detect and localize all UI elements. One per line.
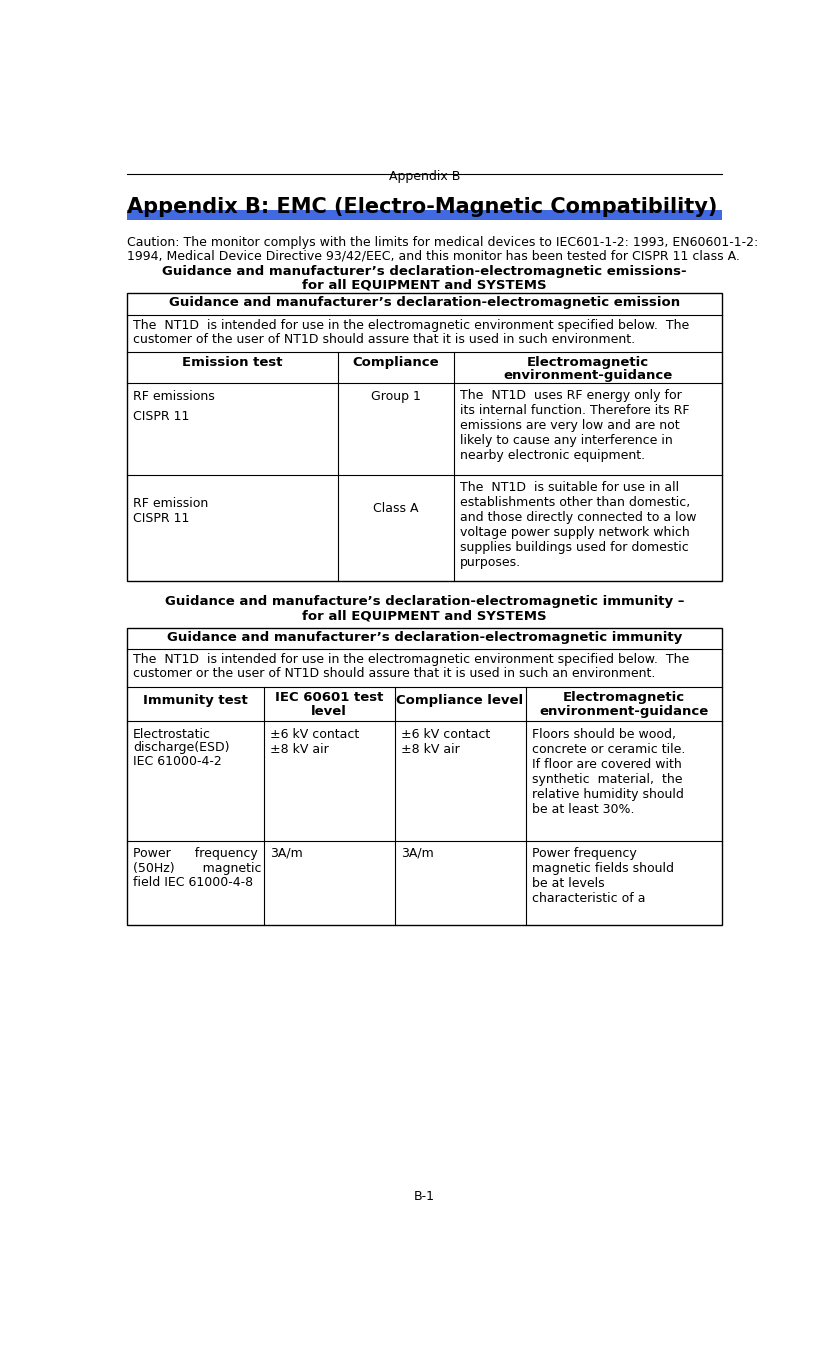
Text: Power frequency
magnetic fields should
be at levels
characteristic of a: Power frequency magnetic fields should b… (531, 847, 673, 905)
Text: Appendix B: EMC (Electro-Magnetic Compatibility): Appendix B: EMC (Electro-Magnetic Compat… (127, 198, 716, 216)
Text: ±8 kV air: ±8 kV air (400, 743, 459, 756)
Text: level: level (311, 705, 347, 718)
Text: The  NT1D  is intended for use in the electromagnetic environment specified belo: The NT1D is intended for use in the elec… (133, 319, 688, 331)
Text: Floors should be wood,
concrete or ceramic tile.
If floor are covered with
synth: Floors should be wood, concrete or ceram… (531, 728, 684, 816)
Text: Group 1: Group 1 (370, 390, 420, 403)
Text: RF emission
CISPR 11: RF emission CISPR 11 (133, 497, 208, 525)
Bar (127, 210, 721, 221)
Text: The  NT1D  uses RF energy only for
its internal function. Therefore its RF
emiss: The NT1D uses RF energy only for its int… (460, 388, 689, 461)
Text: field IEC 61000-4-8: field IEC 61000-4-8 (133, 877, 253, 889)
Text: 3A/m: 3A/m (270, 847, 302, 861)
Text: ±8 kV air: ±8 kV air (270, 743, 328, 756)
Text: Guidance and manufacture’s declaration-electromagnetic immunity –: Guidance and manufacture’s declaration-e… (165, 595, 683, 607)
Text: ±6 kV contact: ±6 kV contact (270, 728, 359, 740)
Text: Guidance and manufacturer’s declaration-electromagnetic immunity: Guidance and manufacturer’s declaration-… (166, 632, 681, 644)
Text: B-1: B-1 (414, 1191, 434, 1203)
Text: customer or the user of NT1D should assure that it is used in such an environmen: customer or the user of NT1D should assu… (133, 667, 654, 681)
Text: customer of the user of NT1D should assure that it is used in such environment.: customer of the user of NT1D should assu… (133, 333, 634, 346)
Text: environment-guidance: environment-guidance (538, 705, 708, 718)
Text: Guidance and manufacturer’s declaration-electromagnetic emissions-: Guidance and manufacturer’s declaration-… (162, 265, 686, 277)
Text: ±6 kV contact: ±6 kV contact (400, 728, 490, 740)
Text: Power      frequency: Power frequency (133, 847, 257, 861)
Text: Compliance level: Compliance level (396, 694, 523, 706)
Text: The  NT1D  is intended for use in the electromagnetic environment specified belo: The NT1D is intended for use in the elec… (133, 653, 688, 666)
Text: RF emissions: RF emissions (133, 390, 214, 403)
Text: 3A/m: 3A/m (400, 847, 433, 861)
Bar (127, 294, 721, 582)
Text: Electrostatic: Electrostatic (133, 728, 211, 740)
Text: Caution: The monitor complys with the limits for medical devices to IEC601-1-2: : Caution: The monitor complys with the li… (127, 235, 757, 249)
Text: for all EQUIPMENT and SYSTEMS: for all EQUIPMENT and SYSTEMS (302, 610, 546, 622)
Text: IEC 61000-4-2: IEC 61000-4-2 (133, 755, 222, 769)
Text: (50Hz)       magnetic: (50Hz) magnetic (133, 862, 261, 874)
Text: Electromagnetic: Electromagnetic (526, 356, 648, 368)
Text: Immunity test: Immunity test (142, 694, 247, 706)
Text: Class A: Class A (373, 502, 418, 515)
Text: Emission test: Emission test (182, 356, 282, 369)
Text: discharge(ESD): discharge(ESD) (133, 741, 229, 755)
Text: CISPR 11: CISPR 11 (133, 410, 189, 422)
Text: Appendix B: Appendix B (388, 170, 460, 183)
Text: for all EQUIPMENT and SYSTEMS: for all EQUIPMENT and SYSTEMS (302, 279, 546, 292)
Text: Guidance and manufacturer’s declaration-electromagnetic emission: Guidance and manufacturer’s declaration-… (169, 296, 679, 310)
Text: Compliance: Compliance (352, 356, 439, 369)
Text: IEC 60601 test: IEC 60601 test (275, 691, 383, 705)
Text: Electromagnetic: Electromagnetic (562, 691, 684, 705)
Text: environment-guidance: environment-guidance (503, 369, 672, 382)
Bar (127, 628, 721, 925)
Text: 1994, Medical Device Directive 93/42/EEC, and this monitor has been tested for C: 1994, Medical Device Directive 93/42/EEC… (127, 249, 739, 262)
Text: The  NT1D  is suitable for use in all
establishments other than domestic,
and th: The NT1D is suitable for use in all esta… (460, 482, 696, 570)
